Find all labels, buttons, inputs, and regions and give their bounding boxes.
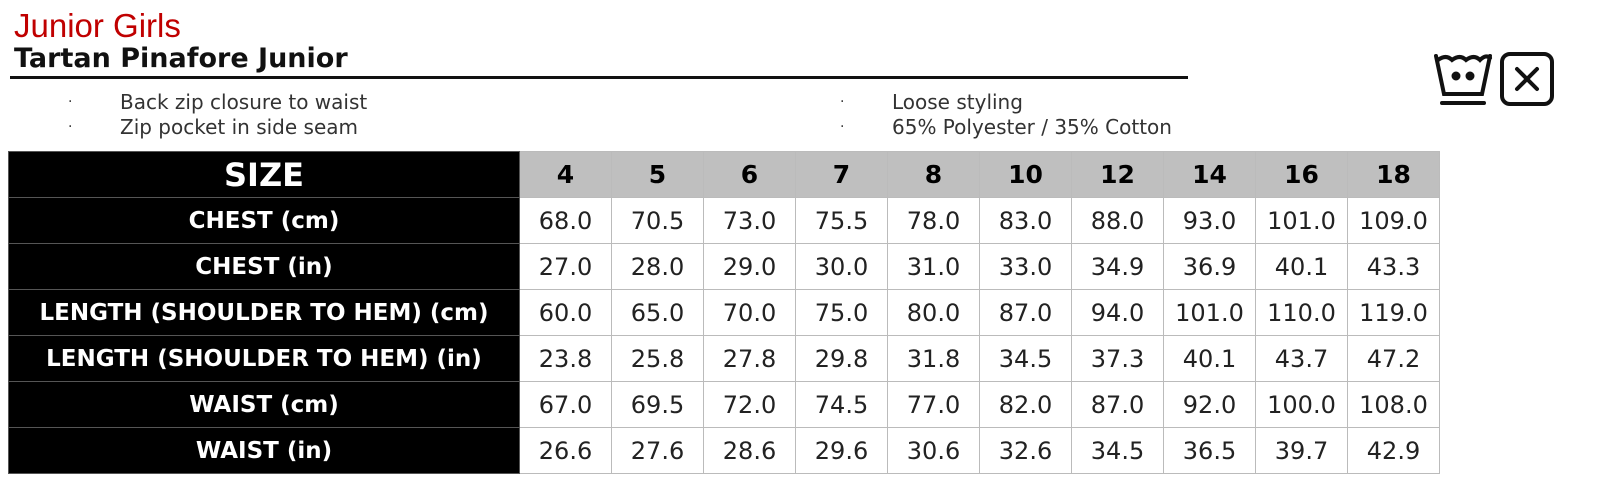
table-row: WAIST (in) 26.6 27.6 28.6 29.6 30.6 32.6 34.5 36… xyxy=(8,427,1440,474)
measurement-cell: 31.0 xyxy=(887,243,980,290)
measurement-cell: 87.0 xyxy=(979,289,1072,336)
measurement-cell: 83.0 xyxy=(979,197,1072,244)
measurement-cell: 67.0 xyxy=(519,381,612,428)
table-row: WAIST (cm) 67.0 69.5 72.0 74.5 77.0 82.0 87.0 92… xyxy=(8,381,1440,428)
measurement-cell: 36.9 xyxy=(1163,243,1256,290)
measurement-cell: 60.0 xyxy=(519,289,612,336)
measurement-cell: 73.0 xyxy=(703,197,796,244)
header-row: SIZE 4 5 6 7 8 10 12 14 16 18 xyxy=(8,151,1440,198)
measurement-cell: 27.0 xyxy=(519,243,612,290)
measurement-cell: 36.5 xyxy=(1163,427,1256,474)
measurement-cell: 25.8 xyxy=(611,335,704,382)
measurement-cell: 109.0 xyxy=(1347,197,1440,244)
measurement-cell: 92.0 xyxy=(1163,381,1256,428)
size-column-header: 14 xyxy=(1163,151,1256,198)
measurement-cell: 23.8 xyxy=(519,335,612,382)
size-column-header: 6 xyxy=(703,151,796,198)
measurement-cell: 32.6 xyxy=(979,427,1072,474)
size-column-header: 18 xyxy=(1347,151,1440,198)
measurement-cell: 69.5 xyxy=(611,381,704,428)
measurement-cell: 77.0 xyxy=(887,381,980,428)
measurement-cell: 47.2 xyxy=(1347,335,1440,382)
care-icons xyxy=(1432,50,1557,112)
measurement-cell: 34.9 xyxy=(1071,243,1164,290)
feature-item: · Back zip closure to waist xyxy=(68,90,368,114)
measurement-cell: 72.0 xyxy=(703,381,796,428)
measurement-cell: 28.0 xyxy=(611,243,704,290)
size-column-header: 8 xyxy=(887,151,980,198)
size-column-header: 7 xyxy=(795,151,888,198)
measurement-cell: 101.0 xyxy=(1255,197,1348,244)
size-header: SIZE xyxy=(8,151,520,198)
measurement-cell: 68.0 xyxy=(519,197,612,244)
table-row: CHEST (cm) 68.0 70.5 73.0 75.5 78.0 83.0 88.0 93… xyxy=(8,197,1440,244)
measurement-cell: 31.8 xyxy=(887,335,980,382)
table-row: CHEST (in) 27.0 28.0 29.0 30.0 31.0 33.0 34.9 36… xyxy=(8,243,1440,290)
measurement-cell: 70.5 xyxy=(611,197,704,244)
measurement-cell: 34.5 xyxy=(1071,427,1164,474)
measurement-cell: 74.5 xyxy=(795,381,888,428)
measurement-cell: 29.0 xyxy=(703,243,796,290)
measurement-cell: 30.6 xyxy=(887,427,980,474)
do-not-tumble-dry-icon xyxy=(1500,52,1554,106)
measurement-cell: 43.7 xyxy=(1255,335,1348,382)
measurement-cell: 28.6 xyxy=(703,427,796,474)
measurement-cell: 37.3 xyxy=(1071,335,1164,382)
row-label: LENGTH (SHOULDER TO HEM) (in) xyxy=(8,335,520,382)
size-chart-table: SIZE 4 5 6 7 8 10 12 14 16 18 CHEST (cm) 68.0 70.5 73.… xyxy=(8,151,1440,474)
measurement-cell: 87.0 xyxy=(1071,381,1164,428)
measurement-cell: 70.0 xyxy=(703,289,796,336)
measurement-cell: 34.5 xyxy=(979,335,1072,382)
row-label: WAIST (cm) xyxy=(8,381,520,428)
measurement-cell: 88.0 xyxy=(1071,197,1164,244)
measurement-cell: 93.0 xyxy=(1163,197,1256,244)
measurement-cell: 42.9 xyxy=(1347,427,1440,474)
measurement-cell: 27.6 xyxy=(611,427,704,474)
measurement-cell: 75.5 xyxy=(795,197,888,244)
measurement-cell: 110.0 xyxy=(1255,289,1348,336)
measurement-cell: 80.0 xyxy=(887,289,980,336)
table-row: LENGTH (SHOULDER TO HEM) (cm) 60.0 65.0 70.… xyxy=(8,289,1440,336)
measurement-cell: 119.0 xyxy=(1347,289,1440,336)
measurement-cell: 40.1 xyxy=(1255,243,1348,290)
size-column-header: 12 xyxy=(1071,151,1164,198)
feature-item: · 65% Polyester / 35% Cotton xyxy=(840,115,1172,139)
feature-item: · Zip pocket in side seam xyxy=(68,115,358,139)
measurement-cell: 82.0 xyxy=(979,381,1072,428)
row-label: WAIST (in) xyxy=(8,427,520,474)
row-label: CHEST (cm) xyxy=(8,197,520,244)
divider xyxy=(10,76,1188,79)
measurement-cell: 29.6 xyxy=(795,427,888,474)
wash-30-icon xyxy=(1434,54,1492,105)
measurement-cell: 30.0 xyxy=(795,243,888,290)
measurement-cell: 40.1 xyxy=(1163,335,1256,382)
table-row: LENGTH (SHOULDER TO HEM) (in) 23.8 25.8 27.… xyxy=(8,335,1440,382)
size-column-header: 16 xyxy=(1255,151,1348,198)
measurement-cell: 27.8 xyxy=(703,335,796,382)
row-label: LENGTH (SHOULDER TO HEM) (cm) xyxy=(8,289,520,336)
measurement-cell: 75.0 xyxy=(795,289,888,336)
size-column-header: 4 xyxy=(519,151,612,198)
size-column-header: 10 xyxy=(979,151,1072,198)
measurement-cell: 94.0 xyxy=(1071,289,1164,336)
measurement-cell: 78.0 xyxy=(887,197,980,244)
row-label: CHEST (in) xyxy=(8,243,520,290)
measurement-cell: 65.0 xyxy=(611,289,704,336)
category-title: Junior Girls xyxy=(14,7,181,44)
measurement-cell: 26.6 xyxy=(519,427,612,474)
size-column-header: 5 xyxy=(611,151,704,198)
measurement-cell: 29.8 xyxy=(795,335,888,382)
measurement-cell: 101.0 xyxy=(1163,289,1256,336)
measurement-cell: 39.7 xyxy=(1255,427,1348,474)
measurement-cell: 43.3 xyxy=(1347,243,1440,290)
product-title: Tartan Pinafore Junior xyxy=(14,43,348,74)
feature-item: · Loose styling xyxy=(840,90,1023,114)
measurement-cell: 108.0 xyxy=(1347,381,1440,428)
measurement-cell: 100.0 xyxy=(1255,381,1348,428)
measurement-cell: 33.0 xyxy=(979,243,1072,290)
